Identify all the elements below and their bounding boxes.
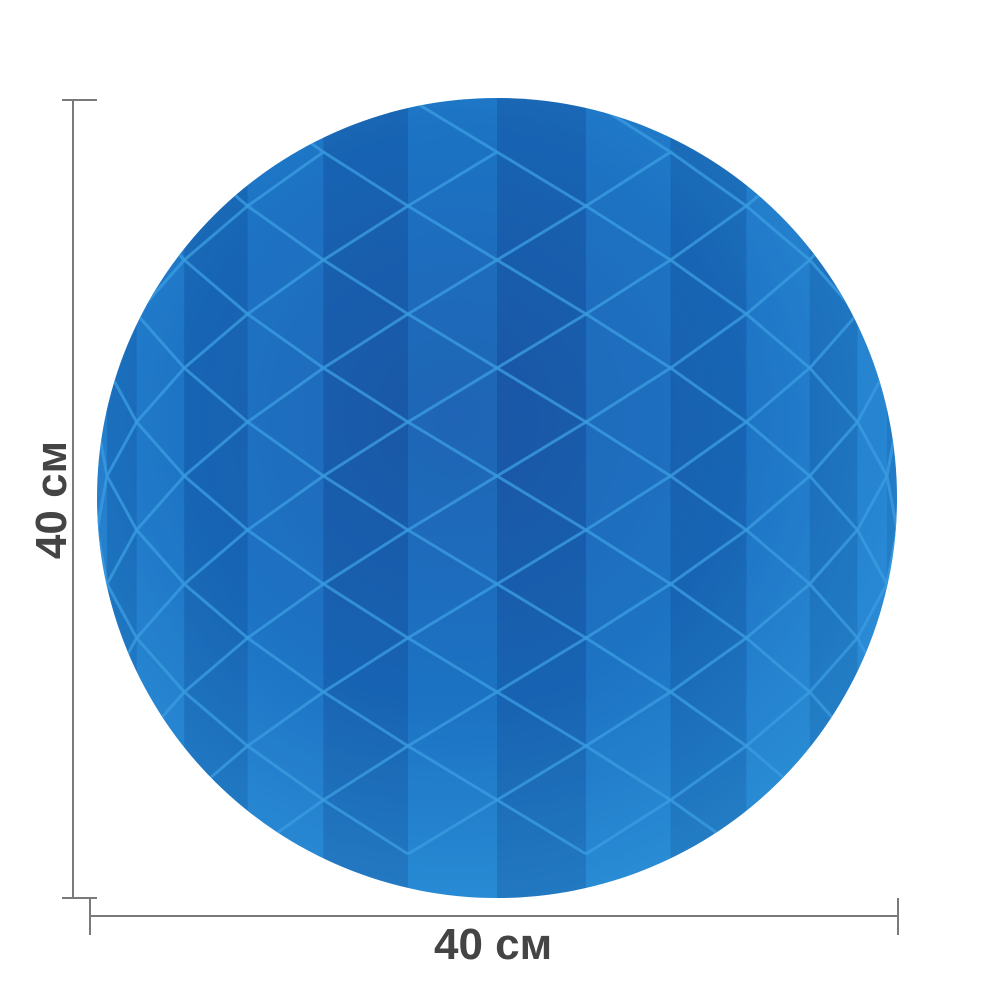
lattice-column bbox=[184, 98, 248, 898]
width-label: 40 см bbox=[434, 920, 553, 969]
lattice-column bbox=[323, 98, 408, 898]
lattice-column bbox=[107, 98, 137, 898]
lattice-fold bbox=[320, 150, 411, 856]
lattice-column bbox=[247, 98, 324, 898]
lattice-column bbox=[746, 98, 810, 898]
lattice-column bbox=[857, 98, 887, 898]
dimension-lines bbox=[62, 99, 899, 935]
lattice-column bbox=[586, 98, 671, 898]
lattice-fold bbox=[667, 150, 749, 856]
height-label: 40 см bbox=[27, 440, 76, 560]
lattice-fold bbox=[494, 150, 589, 856]
lattice-column bbox=[136, 98, 185, 898]
lattice-column bbox=[407, 98, 497, 898]
lattice-column bbox=[809, 98, 858, 898]
lattice-column bbox=[670, 98, 747, 898]
lattice-column bbox=[497, 98, 587, 898]
lattice-fold bbox=[181, 150, 250, 856]
honeycomb-lattice bbox=[97, 98, 897, 898]
paper-ball bbox=[97, 98, 897, 898]
